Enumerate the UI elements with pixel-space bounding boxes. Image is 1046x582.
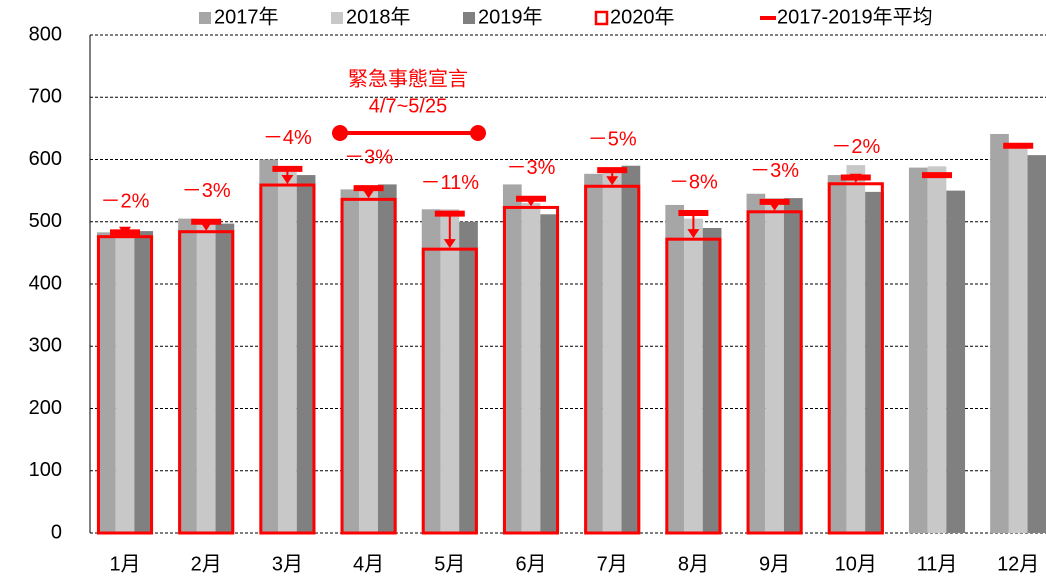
y-tick-label: 800 (29, 23, 62, 45)
x-tick-label: 9月 (759, 553, 790, 575)
bar (134, 231, 154, 533)
bar (665, 204, 685, 533)
bar-outline (421, 247, 478, 535)
legend-label: 2019年 (478, 5, 543, 28)
period-dot (470, 125, 486, 141)
x-tick-label: 6月 (515, 553, 546, 575)
bar (602, 171, 622, 533)
bar (865, 191, 884, 533)
bar (296, 175, 316, 533)
y-tick-label: 0 (51, 521, 62, 543)
bar (259, 159, 279, 533)
bar (359, 190, 378, 533)
bar (1008, 143, 1028, 533)
bar (1027, 155, 1046, 533)
bar (340, 189, 360, 533)
bar-outline (827, 182, 884, 535)
arrow-head (606, 176, 619, 186)
bar (746, 193, 766, 534)
y-tick-label: 400 (29, 272, 62, 294)
bar (584, 173, 603, 533)
legend-swatch (594, 10, 609, 26)
data-label: －4% (263, 127, 312, 149)
x-tick-label: 2月 (191, 553, 222, 575)
bar (765, 198, 784, 533)
bar (377, 184, 397, 533)
bar-outline (96, 235, 154, 535)
bar (908, 167, 928, 533)
data-label: －3% (182, 180, 231, 202)
arrow-head (362, 189, 375, 199)
x-tick-label: 5月 (434, 553, 465, 575)
annotation-title: 緊急事態宣言 (348, 67, 468, 90)
bar-outline (584, 184, 641, 535)
legend-label: 2017-2019年平均 (777, 5, 933, 28)
bar (540, 214, 560, 533)
bar (827, 175, 847, 533)
bar-outline (746, 210, 803, 535)
bar (702, 227, 722, 533)
data-label: －5% (588, 128, 637, 150)
x-tick-label: 8月 (678, 553, 709, 575)
legend-label: 2020年 (610, 5, 675, 28)
data-label: －8% (669, 171, 718, 193)
bar-outline (665, 237, 722, 535)
bar (783, 198, 803, 533)
x-tick-label: 12月 (997, 553, 1039, 575)
bar (459, 221, 478, 533)
x-tick-label: 11月 (917, 553, 958, 575)
bar (278, 171, 297, 533)
bar (215, 223, 235, 533)
y-tick-label: 100 (29, 459, 62, 481)
bar (684, 218, 703, 533)
x-tick-label: 4月 (353, 553, 384, 575)
bar (196, 219, 216, 533)
legend-label: 2018年 (346, 5, 411, 28)
data-label: －3% (750, 160, 799, 182)
bar (178, 218, 197, 533)
y-tick-label: 300 (29, 335, 62, 357)
bar (421, 209, 441, 534)
data-label: －3% (344, 146, 393, 168)
y-tick-label: 600 (29, 148, 62, 170)
x-tick-label: 3月 (272, 553, 303, 575)
bar-outline (178, 230, 235, 535)
bar (846, 165, 866, 534)
arrow-head (443, 239, 456, 249)
arrow-head (281, 175, 294, 185)
x-tick-label: 10月 (835, 553, 877, 575)
y-tick-label: 500 (29, 210, 62, 232)
bar (990, 133, 1009, 534)
period-dot (332, 125, 348, 141)
legend-label: 2017年 (214, 5, 279, 28)
bar (502, 184, 522, 533)
y-tick-label: 700 (29, 86, 62, 108)
bar-outline (340, 197, 397, 535)
bar-outline (502, 205, 560, 535)
bar (521, 203, 541, 533)
data-label: －2% (831, 136, 880, 158)
bar-outline (259, 183, 316, 535)
x-tick-label: 7月 (597, 553, 628, 575)
bar (96, 232, 116, 533)
annotation-period: 4/7~5/25 (369, 95, 447, 117)
legend-swatch (199, 12, 211, 24)
bar (621, 165, 641, 533)
x-tick-label: 1月 (109, 553, 140, 575)
data-label: －11% (421, 172, 480, 194)
bar (115, 234, 135, 533)
legend-swatch (463, 12, 475, 24)
data-label: －2% (101, 191, 150, 213)
bar (440, 209, 460, 534)
arrow-head (687, 229, 700, 239)
bar (946, 190, 966, 533)
bar (927, 166, 947, 533)
legend-swatch (331, 12, 343, 24)
y-tick-label: 200 (29, 397, 62, 419)
data-label: －3% (507, 157, 556, 179)
